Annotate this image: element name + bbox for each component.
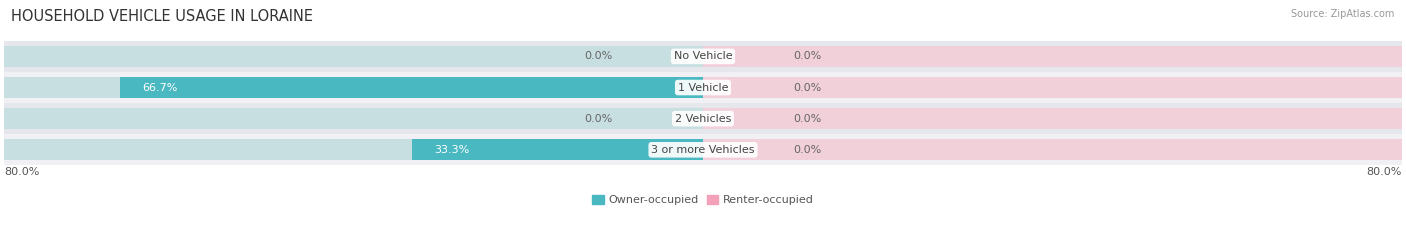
Text: 66.7%: 66.7% — [142, 83, 177, 92]
Bar — [4, 139, 703, 160]
Bar — [703, 77, 1402, 98]
Text: 0.0%: 0.0% — [794, 145, 823, 155]
Bar — [4, 134, 1402, 165]
Bar — [4, 72, 1402, 103]
Bar — [4, 103, 1402, 134]
Bar — [412, 139, 703, 160]
Text: 3 or more Vehicles: 3 or more Vehicles — [651, 145, 755, 155]
Text: 33.3%: 33.3% — [434, 145, 470, 155]
Text: 0.0%: 0.0% — [794, 83, 823, 92]
Text: 0.0%: 0.0% — [583, 51, 612, 61]
Bar — [4, 77, 703, 98]
Text: 0.0%: 0.0% — [794, 51, 823, 61]
Text: 1 Vehicle: 1 Vehicle — [678, 83, 728, 92]
Legend: Owner-occupied, Renter-occupied: Owner-occupied, Renter-occupied — [588, 190, 818, 210]
Bar — [4, 46, 703, 67]
Text: 0.0%: 0.0% — [583, 114, 612, 124]
Bar — [703, 139, 1402, 160]
Text: Source: ZipAtlas.com: Source: ZipAtlas.com — [1291, 9, 1395, 19]
Bar — [121, 77, 703, 98]
Text: No Vehicle: No Vehicle — [673, 51, 733, 61]
Text: 0.0%: 0.0% — [794, 114, 823, 124]
Text: 2 Vehicles: 2 Vehicles — [675, 114, 731, 124]
Text: 80.0%: 80.0% — [4, 167, 39, 177]
Text: 80.0%: 80.0% — [1367, 167, 1402, 177]
Bar — [703, 108, 1402, 129]
Bar — [4, 108, 703, 129]
Bar — [4, 41, 1402, 72]
Text: HOUSEHOLD VEHICLE USAGE IN LORAINE: HOUSEHOLD VEHICLE USAGE IN LORAINE — [11, 9, 314, 24]
Bar — [703, 46, 1402, 67]
